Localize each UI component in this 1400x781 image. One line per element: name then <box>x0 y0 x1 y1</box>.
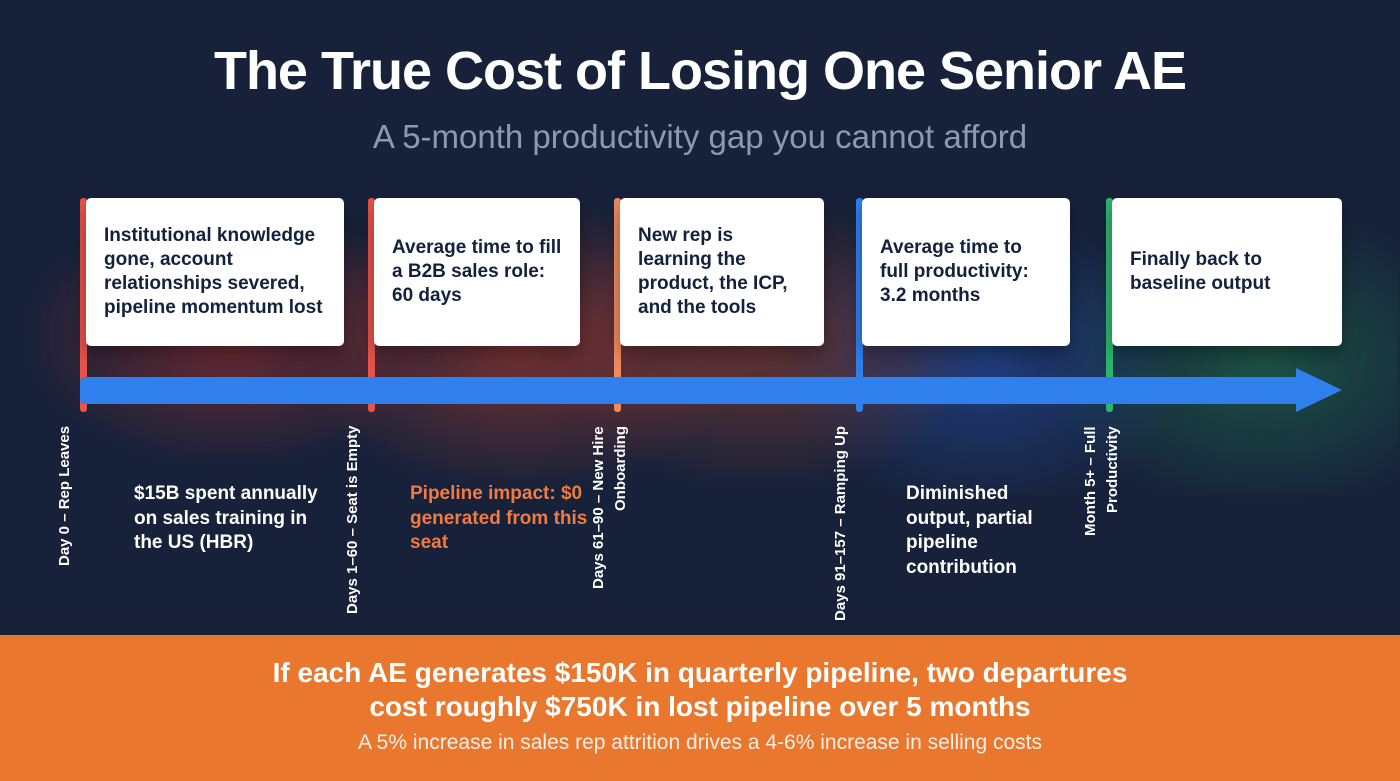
stage-accent-bar <box>1106 198 1113 412</box>
stage-card-text: Institutional knowledge gone, account re… <box>104 224 323 319</box>
stage-accent-bar <box>80 198 87 412</box>
footer-line-2: cost roughly $750K in lost pipeline over… <box>369 691 1031 722</box>
stage-card-text: Average time to full productivity: 3.2 m… <box>880 236 1029 307</box>
arrow-head-icon <box>1296 368 1342 412</box>
stage-axis-label: Days 91–157 – Ramping Up <box>832 426 849 622</box>
stage-card: Average time to full productivity: 3.2 m… <box>862 198 1070 346</box>
stage-card: Average time to fill a B2B sales role: 6… <box>374 198 580 346</box>
stage-card-text: Average time to fill a B2B sales role: 6… <box>392 236 562 307</box>
stage-note: Diminished output, partial pipeline cont… <box>906 483 1033 579</box>
footer-line-3: A 5% increase in sales rep attrition dri… <box>358 731 1042 754</box>
page-subtitle: A 5-month productivity gap you cannot af… <box>372 118 1028 155</box>
arrow-shaft <box>80 377 1298 404</box>
footer-line-1: If each AE generates $150K in quarterly … <box>272 657 1128 688</box>
footer-banner: If each AE generates $150K in quarterly … <box>0 635 1400 781</box>
stage-accent-bar <box>856 198 863 412</box>
stage-accent-bar <box>614 198 621 412</box>
stage-card-text: Finally back to baseline output <box>1130 248 1271 294</box>
stage-accent-bar <box>368 198 375 412</box>
stage-card: New rep is learning the product, the ICP… <box>620 198 824 346</box>
stage-card: Finally back to baseline output <box>1112 198 1342 346</box>
stage-card: Institutional knowledge gone, account re… <box>86 198 344 346</box>
stage-axis-label: Day 0 – Rep Leaves <box>56 426 73 567</box>
stage-note: Pipeline impact: $0 generated from this … <box>410 483 588 554</box>
stage-axis-label: Days 1–60 – Seat is Empty <box>344 426 361 615</box>
stage-axis-label: Month 5+ – Full Productivity <box>1082 426 1121 536</box>
stage-axis-label: Days 61–90 – New Hire Onboarding <box>590 426 629 589</box>
stage-note: $15B spent annually on sales training in… <box>134 483 318 554</box>
stage-card-text: New rep is learning the product, the ICP… <box>638 224 788 319</box>
page-title: The True Cost of Losing One Senior AE <box>213 41 1187 101</box>
